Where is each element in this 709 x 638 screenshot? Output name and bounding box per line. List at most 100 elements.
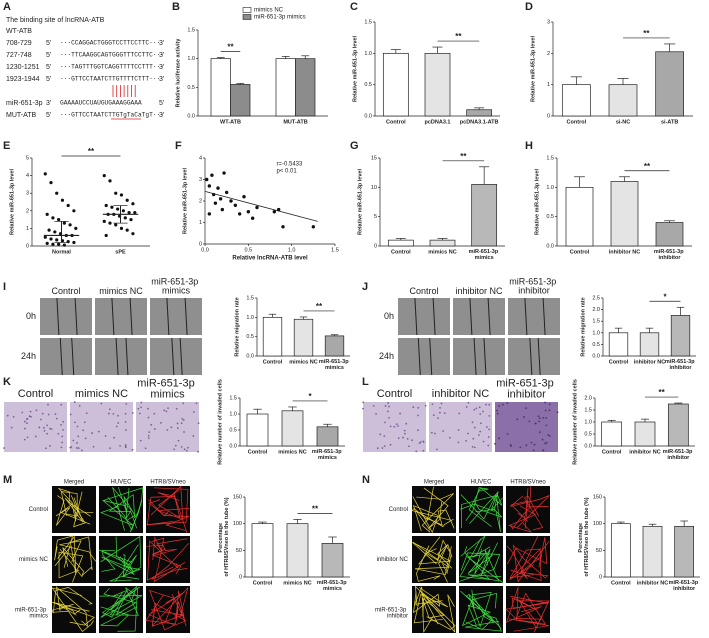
sequence-meta: 3': [159, 64, 164, 71]
column-label: miR-651-3p inhibitor: [509, 277, 559, 296]
cell-dot: [408, 445, 410, 448]
scratch-edge: [417, 337, 421, 376]
data-point: [242, 195, 246, 199]
cell-dot: [176, 427, 179, 429]
panel-label: N: [362, 474, 370, 486]
x-tick-label: pcDNA3.1: [425, 119, 451, 125]
panel-label: C: [350, 1, 358, 13]
data-point: [114, 223, 118, 227]
x-tick-label: mimics NC: [278, 449, 306, 455]
y-tick-label: 50: [236, 548, 242, 554]
sequence-meta: 3': [159, 76, 164, 83]
y-tick-label: 2: [26, 208, 29, 214]
cell-dot: [10, 426, 13, 429]
cell-dot: [60, 423, 63, 426]
scratch-edge: [115, 337, 119, 376]
cell-dot: [475, 407, 478, 410]
cell-dot: [76, 447, 78, 449]
label-line: miR-651-3p: [663, 449, 694, 455]
tube-network: [413, 591, 441, 614]
cell-dot: [383, 435, 386, 438]
micrograph: [508, 338, 560, 375]
x-tick-label: miR-651-3p mimics: [469, 249, 500, 261]
data-point: [60, 198, 65, 202]
cell-dot: [26, 436, 29, 439]
data-point: [62, 221, 66, 225]
cell-dot: [166, 428, 169, 431]
label-line: miR-651-3p: [669, 580, 700, 586]
scratch-edge: [414, 297, 418, 336]
tube-network: [109, 587, 140, 616]
data-point: [74, 226, 78, 230]
cell-dot: [183, 431, 185, 433]
x-tick-label: inhibitor NC: [629, 449, 660, 455]
bar: [316, 426, 339, 447]
cell-dot: [486, 426, 488, 428]
data-point: [207, 212, 212, 216]
cell-dot: [23, 438, 26, 441]
significance-label: **: [643, 29, 650, 38]
cell-dot: [147, 434, 150, 437]
bar: [561, 84, 591, 117]
x-tick-label: Control: [602, 449, 622, 455]
cell-dot: [389, 425, 392, 428]
cell-dot: [180, 446, 183, 448]
y-tick-label: 1: [547, 82, 550, 88]
cell-dot: [465, 439, 467, 442]
cell-dot: [91, 432, 94, 434]
tube-network: [411, 486, 452, 521]
cell-dot: [412, 406, 415, 409]
tube-network: [108, 494, 138, 529]
tube-network: [459, 552, 501, 582]
panel-label: I: [3, 281, 6, 293]
cell-dot: [153, 412, 156, 415]
x-tick-label: mimics NC: [289, 359, 317, 365]
panel-label: G: [350, 140, 359, 152]
cell-dot: [376, 447, 379, 450]
cell-dot: [530, 441, 533, 444]
cell-dot: [150, 423, 153, 426]
cell-dot: [109, 447, 112, 450]
y-tick-label: 0.5: [584, 431, 592, 437]
cell-dot: [24, 427, 26, 430]
cell-dot: [487, 444, 490, 447]
cell-dot: [77, 447, 80, 449]
cell-dot: [176, 422, 179, 425]
cell-dot: [502, 403, 504, 406]
cell-dot: [61, 435, 64, 438]
x-tick-label: miR-651-3p mimics: [319, 359, 350, 371]
label-line: inhibitor: [667, 455, 690, 461]
cell-dot: [3, 447, 5, 449]
tube-network: [99, 549, 134, 572]
data-point: [55, 238, 59, 242]
data-point: [108, 179, 112, 183]
y-tick-label: 2: [199, 198, 202, 204]
x-tick-label: Control: [386, 119, 406, 125]
cell-dot: [104, 435, 107, 437]
data-point: [207, 184, 212, 188]
cell-dot: [479, 430, 482, 433]
y-tick-label: 0: [599, 574, 602, 580]
data-point: [45, 212, 49, 216]
cell-dot: [538, 417, 541, 420]
cell-dot: [478, 406, 481, 409]
tube-network: [509, 548, 541, 579]
x-tick-label: inhibitor NC: [637, 580, 668, 586]
cell-dot: [418, 442, 421, 445]
y-tick-label: 0.5: [546, 214, 554, 220]
cell-dot: [80, 449, 83, 452]
cell-dot: [471, 445, 474, 448]
tube-network: [52, 587, 93, 614]
sequence-meta: miR-651-3p: [6, 100, 43, 107]
y-tick-label: 0.0: [546, 243, 554, 249]
cell-dot: [440, 402, 443, 405]
cell-dot: [542, 449, 544, 452]
column-label: Merged: [424, 479, 444, 485]
sequence-meta: 1230-1251: [6, 64, 40, 71]
y-tick-label: 4: [199, 155, 202, 161]
y-tick-label: 150: [593, 494, 602, 500]
tube-network: [151, 594, 186, 627]
tube-network: [71, 536, 93, 576]
cell-dot: [510, 445, 512, 447]
y-tick-label: 0.0: [187, 113, 195, 119]
